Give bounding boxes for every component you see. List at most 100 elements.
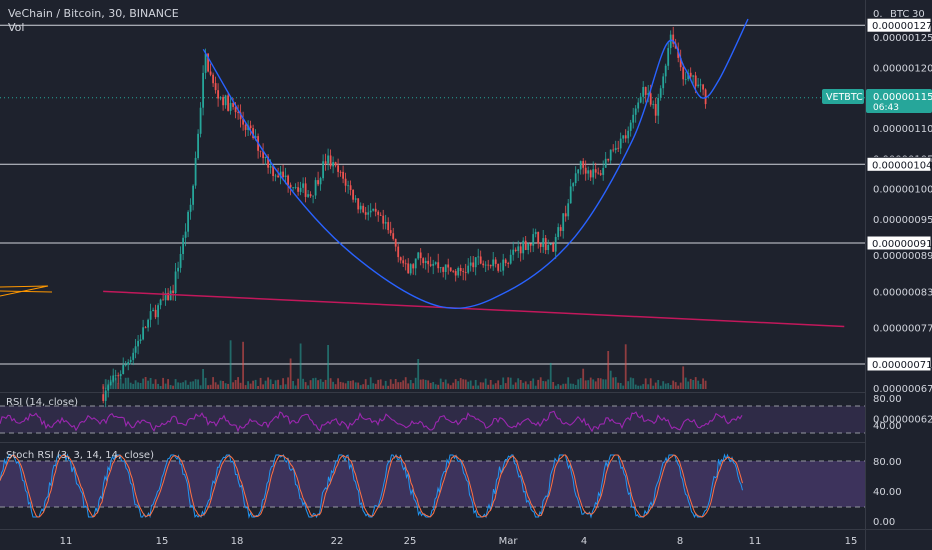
- candle-body: [154, 309, 157, 318]
- candle-body: [159, 299, 162, 306]
- triangle-drawing: [0, 285, 49, 297]
- candle-body: [439, 267, 442, 269]
- candle-body: [642, 87, 645, 97]
- volume-bar: [264, 380, 267, 389]
- candle-body: [219, 97, 222, 99]
- volume-bar: [112, 381, 115, 389]
- stoch-tick-label: 0.00: [873, 517, 895, 528]
- candle-body: [622, 135, 625, 139]
- candle-body: [319, 178, 322, 185]
- volume-bar: [294, 385, 297, 389]
- candle-body: [599, 173, 602, 175]
- candle-body: [532, 234, 535, 246]
- volume-bar: [309, 380, 312, 389]
- volume-bar: [559, 385, 562, 389]
- time-axis-label: 11: [60, 536, 73, 547]
- volume-bar: [522, 382, 525, 389]
- volume-bar: [604, 379, 607, 389]
- price-tick-label: 0.00000083: [873, 287, 932, 298]
- volume-bar: [632, 378, 635, 389]
- candle-body: [509, 254, 512, 264]
- volume-bar: [359, 385, 362, 389]
- level-label: 0.00000071: [872, 360, 932, 371]
- volume-bar: [437, 384, 440, 389]
- candle-body: [669, 34, 672, 49]
- time-axis-label: 8: [677, 536, 683, 547]
- candle-body: [504, 259, 507, 264]
- candle-body: [364, 212, 367, 215]
- volume-bar: [342, 382, 344, 389]
- volume-bar: [332, 381, 334, 389]
- candle-body: [634, 108, 637, 115]
- candle-body: [297, 187, 299, 192]
- volume-bar: [532, 378, 535, 389]
- candle-body: [684, 79, 687, 80]
- volume-bar: [387, 385, 390, 389]
- volume-bar: [267, 377, 269, 389]
- volume-bar: [467, 381, 470, 389]
- volume-bar: [319, 379, 322, 389]
- candle-body: [317, 180, 319, 185]
- volume-bar: [549, 362, 552, 389]
- volume-bar: [369, 377, 372, 389]
- time-axis-label: 11: [749, 536, 762, 547]
- candle-body: [292, 187, 294, 189]
- volume-bar: [177, 382, 179, 389]
- volume-bar: [354, 382, 357, 389]
- volume-bar: [492, 384, 495, 389]
- volume-bar: [214, 382, 217, 389]
- candle-body: [302, 183, 304, 188]
- volume-bar: [594, 381, 597, 389]
- trendline: [103, 290, 845, 328]
- candle-body: [517, 246, 520, 251]
- volume-bar: [514, 382, 517, 389]
- volume-bar: [254, 379, 257, 389]
- level-label-box: [866, 356, 932, 372]
- candle-body: [192, 185, 194, 205]
- candle-body: [649, 93, 652, 105]
- level-label-box: [866, 156, 932, 172]
- candle-body: [242, 119, 244, 125]
- volume-bar: [349, 380, 352, 389]
- candle-body: [497, 263, 500, 271]
- volume-bar: [184, 380, 187, 389]
- candle-body: [277, 175, 279, 178]
- volume-bar: [627, 381, 630, 389]
- volume-bar: [579, 378, 582, 389]
- volume-bar: [352, 380, 354, 389]
- volume-bar: [322, 381, 324, 389]
- candle-body: [117, 375, 120, 377]
- volume-bar: [249, 383, 252, 389]
- volume-bar: [289, 358, 292, 389]
- volume-bar: [414, 377, 417, 389]
- candle-body: [339, 171, 342, 173]
- volume-bar: [304, 382, 307, 389]
- price-axis-top-label: 0.: [873, 9, 883, 20]
- candle-body: [539, 243, 542, 247]
- volume-bar: [689, 378, 692, 389]
- candle-body: [399, 257, 402, 261]
- volume-bar: [317, 380, 319, 389]
- candle-body: [179, 254, 182, 268]
- candle-body: [679, 57, 682, 68]
- candle-body: [337, 165, 339, 172]
- candle-body: [592, 169, 595, 178]
- volume-bar: [204, 377, 207, 389]
- volume-bar: [269, 379, 272, 389]
- volume-bar: [374, 383, 377, 389]
- volume-bar: [394, 379, 397, 389]
- candle-body: [529, 243, 532, 246]
- candle-body: [624, 135, 627, 139]
- triangle-drawing: [0, 290, 53, 293]
- candle-body: [654, 104, 657, 116]
- candle-body: [214, 83, 217, 91]
- volume-bar: [169, 385, 172, 389]
- level-label: 0.00000091: [872, 239, 932, 250]
- symbol-tag-bg: [822, 89, 864, 104]
- volume-bar: [409, 380, 412, 389]
- candle-body: [637, 102, 640, 109]
- candle-body: [134, 346, 137, 353]
- volume-bar: [682, 366, 685, 389]
- candle-body: [589, 170, 592, 178]
